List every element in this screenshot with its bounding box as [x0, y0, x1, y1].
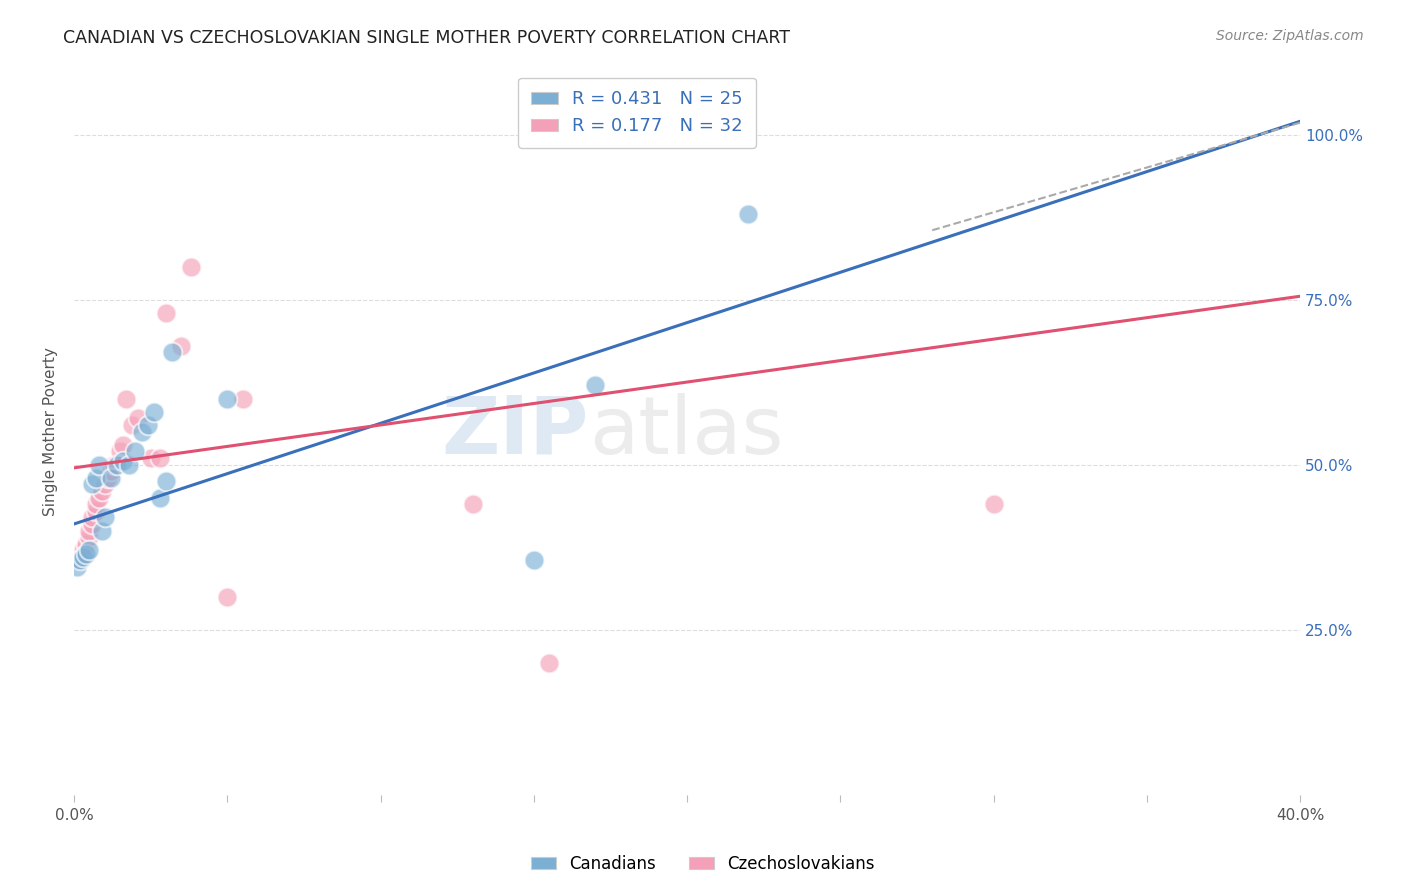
Canadians	[66, 560, 89, 574]
Czechoslovakians	[983, 497, 1005, 511]
Canadians	[149, 491, 172, 505]
Czechoslovakians	[82, 516, 104, 531]
Canadians	[136, 417, 159, 432]
Canadians	[217, 392, 239, 406]
Czechoslovakians	[79, 530, 101, 544]
Canadians	[93, 510, 115, 524]
Czechoslovakians	[100, 464, 122, 478]
Canadians	[87, 458, 110, 472]
Canadians	[155, 474, 177, 488]
Canadians	[112, 454, 135, 468]
Canadians	[84, 471, 107, 485]
Text: ZIP: ZIP	[441, 392, 589, 471]
Czechoslovakians	[538, 656, 561, 670]
Czechoslovakians	[112, 438, 135, 452]
Canadians	[105, 458, 128, 472]
Canadians	[90, 524, 112, 538]
Legend: R = 0.431   N = 25, R = 0.177   N = 32: R = 0.431 N = 25, R = 0.177 N = 32	[519, 78, 756, 148]
Czechoslovakians	[155, 306, 177, 320]
Canadians	[142, 405, 165, 419]
Czechoslovakians	[108, 444, 131, 458]
Text: Source: ZipAtlas.com: Source: ZipAtlas.com	[1216, 29, 1364, 43]
Canadians	[69, 553, 91, 567]
Canadians	[72, 549, 94, 564]
Text: CANADIAN VS CZECHOSLOVAKIAN SINGLE MOTHER POVERTY CORRELATION CHART: CANADIAN VS CZECHOSLOVAKIAN SINGLE MOTHE…	[63, 29, 790, 46]
Canadians	[118, 458, 141, 472]
Czechoslovakians	[115, 392, 138, 406]
Czechoslovakians	[461, 497, 484, 511]
Canadians	[100, 471, 122, 485]
Czechoslovakians	[82, 510, 104, 524]
Czechoslovakians	[90, 483, 112, 498]
Canadians	[160, 345, 183, 359]
Canadians	[124, 444, 146, 458]
Czechoslovakians	[66, 553, 89, 567]
Czechoslovakians	[170, 339, 193, 353]
Canadians	[75, 547, 97, 561]
Czechoslovakians	[72, 549, 94, 564]
Czechoslovakians	[217, 590, 239, 604]
Text: atlas: atlas	[589, 392, 783, 471]
Czechoslovakians	[97, 471, 120, 485]
Legend: Canadians, Czechoslovakians: Canadians, Czechoslovakians	[524, 848, 882, 880]
Czechoslovakians	[127, 411, 149, 425]
Czechoslovakians	[93, 477, 115, 491]
Czechoslovakians	[75, 537, 97, 551]
Canadians	[82, 477, 104, 491]
Canadians	[523, 553, 546, 567]
Canadians	[131, 425, 153, 439]
Czechoslovakians	[103, 458, 125, 472]
Canadians	[79, 543, 101, 558]
Czechoslovakians	[84, 497, 107, 511]
Czechoslovakians	[69, 553, 91, 567]
Czechoslovakians	[180, 260, 202, 274]
Czechoslovakians	[121, 417, 143, 432]
Y-axis label: Single Mother Poverty: Single Mother Poverty	[44, 347, 58, 516]
Canadians	[737, 207, 759, 221]
Czechoslovakians	[72, 543, 94, 558]
Canadians	[583, 378, 606, 392]
Czechoslovakians	[87, 491, 110, 505]
Czechoslovakians	[232, 392, 254, 406]
Czechoslovakians	[79, 524, 101, 538]
Czechoslovakians	[149, 450, 172, 465]
Czechoslovakians	[139, 450, 162, 465]
Czechoslovakians	[84, 504, 107, 518]
